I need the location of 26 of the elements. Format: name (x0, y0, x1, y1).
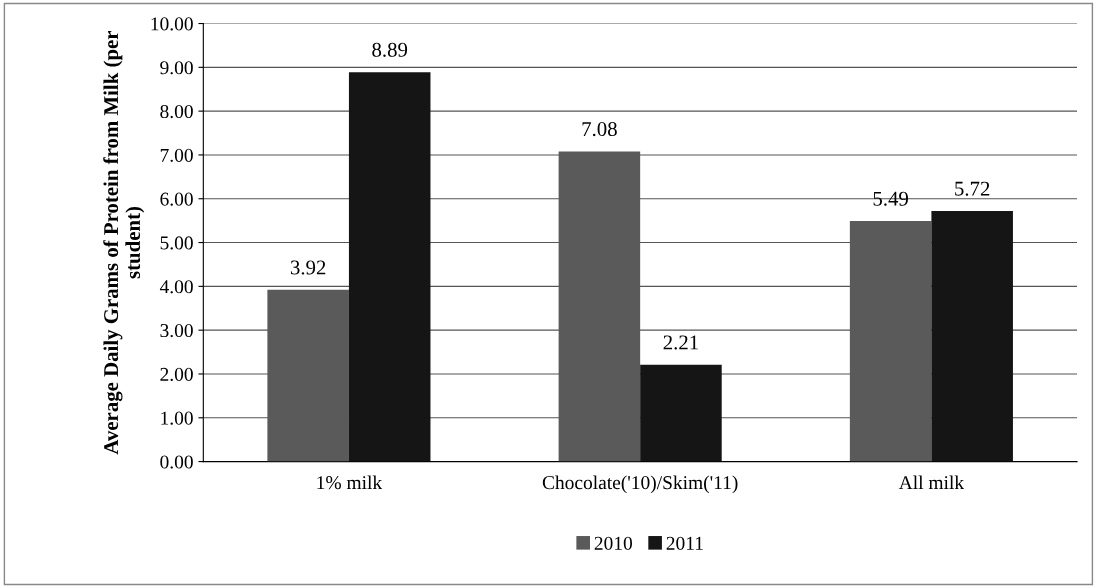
data-label: 7.08 (582, 122, 617, 137)
y-tick-label: 3.00 (160, 323, 193, 338)
bar (640, 364, 722, 462)
data-label: 8.89 (372, 42, 408, 57)
data-label: 2.21 (663, 335, 698, 350)
data-label: 3.92 (290, 260, 326, 275)
y-tick-label: 7.00 (160, 148, 193, 162)
y-tick-label: 6.00 (160, 192, 193, 206)
legend-label: 2011 (666, 536, 703, 550)
y-tick-label: 0.00 (160, 455, 193, 469)
y-tick-label: 9.00 (160, 61, 193, 75)
y-axis-title: Average Daily Grams of Protein from Milk (per student) (103, 30, 145, 455)
x-tick-label: Chocolate('10)/Skim('11) (542, 475, 738, 494)
x-tick-label: 1% milk (317, 475, 383, 490)
data-label: 5.49 (873, 191, 909, 206)
legend-label: 2010 (594, 536, 633, 550)
y-tick-label: 10.00 (151, 17, 193, 31)
y-tick-label: 8.00 (160, 104, 193, 119)
data-label: 5.72 (955, 181, 990, 196)
y-tick-label: 4.00 (159, 280, 193, 294)
y-tick-label: 1.00 (161, 411, 193, 425)
bar (931, 211, 1013, 462)
x-tick-label: All milk (898, 475, 965, 489)
y-tick-label: 5.00 (160, 236, 193, 250)
bar (348, 72, 431, 462)
y-tick-label: 2.00 (160, 367, 193, 381)
